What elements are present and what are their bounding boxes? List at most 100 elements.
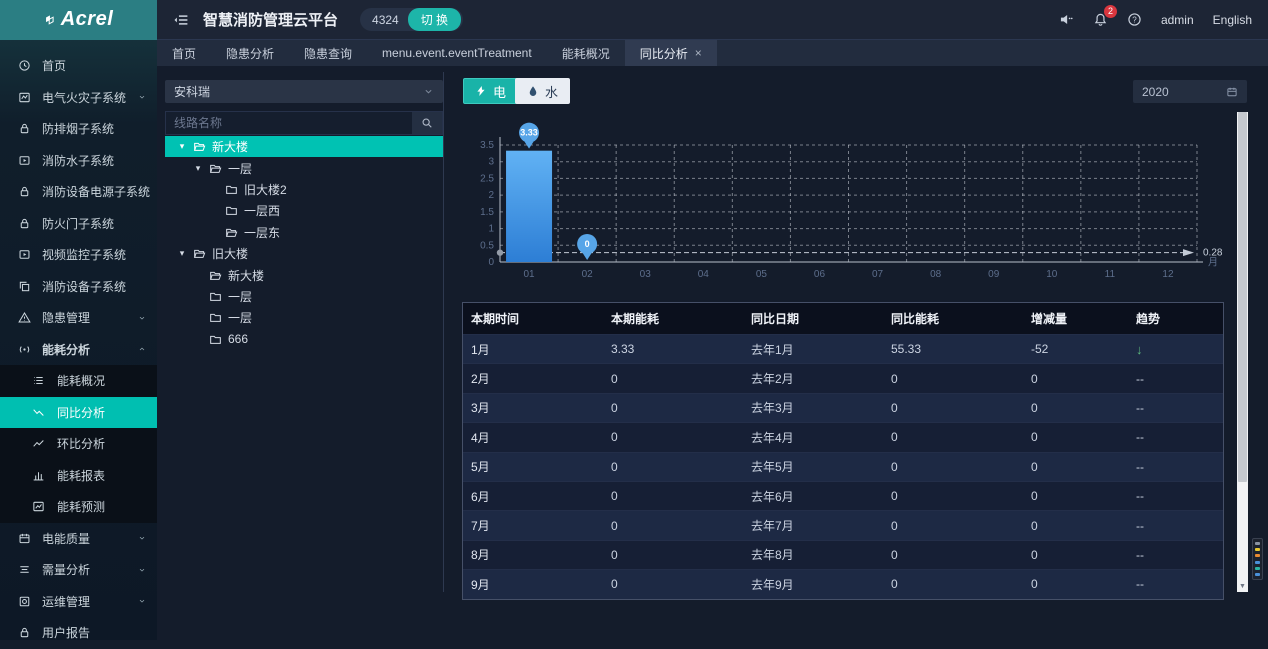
sidebar-item-label: 消防设备子系统	[42, 278, 147, 295]
tab-close-icon[interactable]: ×	[695, 46, 702, 60]
tree-node[interactable]: 666	[165, 329, 443, 350]
tree-node[interactable]: 一层西	[165, 200, 443, 221]
svg-text:03: 03	[640, 269, 652, 280]
search-input[interactable]	[165, 111, 412, 135]
sidebar-item[interactable]: 电能质量	[0, 523, 157, 555]
tree-node[interactable]: ▾ 一层	[165, 157, 443, 178]
table-row[interactable]: 7月0去年7月00--	[463, 511, 1223, 540]
content-divider	[443, 72, 444, 592]
tree-node[interactable]: 旧大楼2	[165, 179, 443, 200]
tab[interactable]: 能耗概况	[547, 40, 625, 66]
sidebar-item[interactable]: 运维管理	[0, 586, 157, 618]
vertical-scrollbar[interactable]: ▼	[1237, 112, 1248, 592]
tree-node[interactable]: 一层东	[165, 222, 443, 243]
svg-text:3: 3	[488, 157, 494, 168]
table-cell: 0	[603, 570, 743, 599]
table-header-cell: 本期能耗	[603, 303, 743, 335]
sidebar-item[interactable]: 防火门子系统	[0, 208, 157, 240]
trend-cell: --	[1128, 511, 1223, 540]
sidebar-item-label: 首页	[42, 57, 147, 74]
tab-label: 隐患查询	[304, 45, 352, 62]
sidebar-subitem[interactable]: 同比分析	[0, 397, 157, 429]
sidebar-subitem[interactable]: 能耗报表	[0, 460, 157, 492]
chevron-down-icon	[137, 92, 147, 102]
list-icon	[32, 374, 45, 387]
table-row[interactable]: 2月0去年2月00--	[463, 364, 1223, 393]
sidebar-item[interactable]: 用户报告	[0, 617, 157, 649]
sidebar-item[interactable]: 防排烟子系统	[0, 113, 157, 145]
sidebar-item[interactable]: 能耗分析	[0, 334, 157, 366]
table-header-row: 本期时间本期能耗同比日期同比能耗增减量趋势	[463, 303, 1223, 335]
video-icon	[18, 154, 31, 167]
sidebar-item[interactable]: 消防设备电源子系统	[0, 176, 157, 208]
electric-tab-button[interactable]: 电	[463, 78, 518, 104]
menu-fold-icon[interactable]	[173, 12, 189, 28]
table-row[interactable]: 8月0去年8月00--	[463, 540, 1223, 569]
tab-label: menu.event.eventTreatment	[382, 46, 532, 60]
tab[interactable]: 隐患查询	[289, 40, 367, 66]
language-switch[interactable]: English	[1213, 13, 1252, 27]
tree-node[interactable]: 新大楼	[165, 264, 443, 285]
org-select[interactable]: 安科瑞	[165, 80, 443, 103]
table-row[interactable]: 6月0去年6月00--	[463, 481, 1223, 510]
line-search	[165, 111, 443, 135]
table-cell: 1月	[463, 335, 603, 364]
logo-text: Acrel	[61, 8, 114, 31]
sidebar-subitem[interactable]: 环比分析	[0, 428, 157, 460]
sidebar-item[interactable]: 需量分析	[0, 554, 157, 586]
username[interactable]: admin	[1161, 13, 1194, 27]
bell-icon[interactable]: 2	[1093, 12, 1108, 27]
sidebar-subitem-label: 能耗概况	[57, 372, 105, 389]
folder-open-icon	[193, 247, 206, 260]
sidebar-item[interactable]: 隐患管理	[0, 302, 157, 334]
sidebar-item[interactable]: 首页	[0, 50, 157, 82]
svg-text:06: 06	[814, 269, 826, 280]
folder-closed-icon	[209, 290, 222, 303]
table-row[interactable]: 9月0去年9月00--	[463, 570, 1223, 599]
tree-node-label: 旧大楼2	[244, 181, 287, 198]
switch-button[interactable]: 切 换	[408, 8, 461, 31]
svg-text:2: 2	[488, 190, 494, 201]
svg-text:05: 05	[756, 269, 768, 280]
tab[interactable]: 隐患分析	[211, 40, 289, 66]
tab[interactable]: 同比分析×	[625, 40, 717, 66]
sidebar-subitem[interactable]: 能耗概况	[0, 365, 157, 397]
table-cell: 0	[603, 511, 743, 540]
tree-node-label: 一层	[228, 288, 252, 305]
sidebar-item[interactable]: 视频监控子系统	[0, 239, 157, 271]
scrollbar-down-arrow-icon[interactable]: ▼	[1237, 583, 1248, 590]
search-button[interactable]	[412, 111, 443, 135]
help-icon[interactable]: ?	[1127, 12, 1142, 27]
tree-node-label: 一层	[228, 160, 252, 177]
table-row[interactable]: 5月0去年5月00--	[463, 452, 1223, 481]
table-row[interactable]: 3月0去年3月00--	[463, 393, 1223, 422]
sidebar-item[interactable]: 电气火灾子系统	[0, 82, 157, 114]
tab[interactable]: menu.event.eventTreatment	[367, 40, 547, 66]
table-row[interactable]: 4月0去年4月00--	[463, 423, 1223, 452]
tree-node[interactable]: ▾旧大楼	[165, 243, 443, 264]
sidebar-item[interactable]: 消防设备子系统	[0, 271, 157, 303]
caret-down-icon[interactable]: ▾	[177, 248, 187, 259]
caret-down-icon[interactable]: ▾	[177, 141, 187, 152]
table-header-cell: 同比能耗	[883, 303, 1023, 335]
table-cell: 去年6月	[743, 481, 883, 510]
table-row[interactable]: 1月3.33去年1月55.33-52↓	[463, 335, 1223, 364]
tree-node[interactable]: 一层	[165, 307, 443, 328]
table-cell: 8月	[463, 540, 603, 569]
sidebar-subitem-label: 同比分析	[57, 404, 105, 421]
mute-speaker-icon[interactable]	[1059, 12, 1074, 27]
search-icon	[421, 117, 433, 129]
tree-node[interactable]: 一层	[165, 286, 443, 307]
scrollbar-thumb[interactable]	[1238, 112, 1247, 482]
sidebar-subitem[interactable]: 能耗预测	[0, 491, 157, 523]
trend-cell: --	[1128, 481, 1223, 510]
tab[interactable]: 首页	[157, 40, 211, 66]
water-tab-button[interactable]: 水	[515, 78, 570, 104]
caret-down-icon[interactable]: ▾	[193, 163, 203, 174]
water-tab-label: 水	[545, 82, 558, 101]
svg-text:3.33: 3.33	[520, 128, 538, 138]
tree-node[interactable]: ▾新大楼	[165, 136, 443, 157]
year-picker[interactable]: 2020	[1133, 80, 1247, 103]
sidebar-item-label: 防火门子系统	[42, 215, 147, 232]
sidebar-item[interactable]: 消防水子系统	[0, 145, 157, 177]
